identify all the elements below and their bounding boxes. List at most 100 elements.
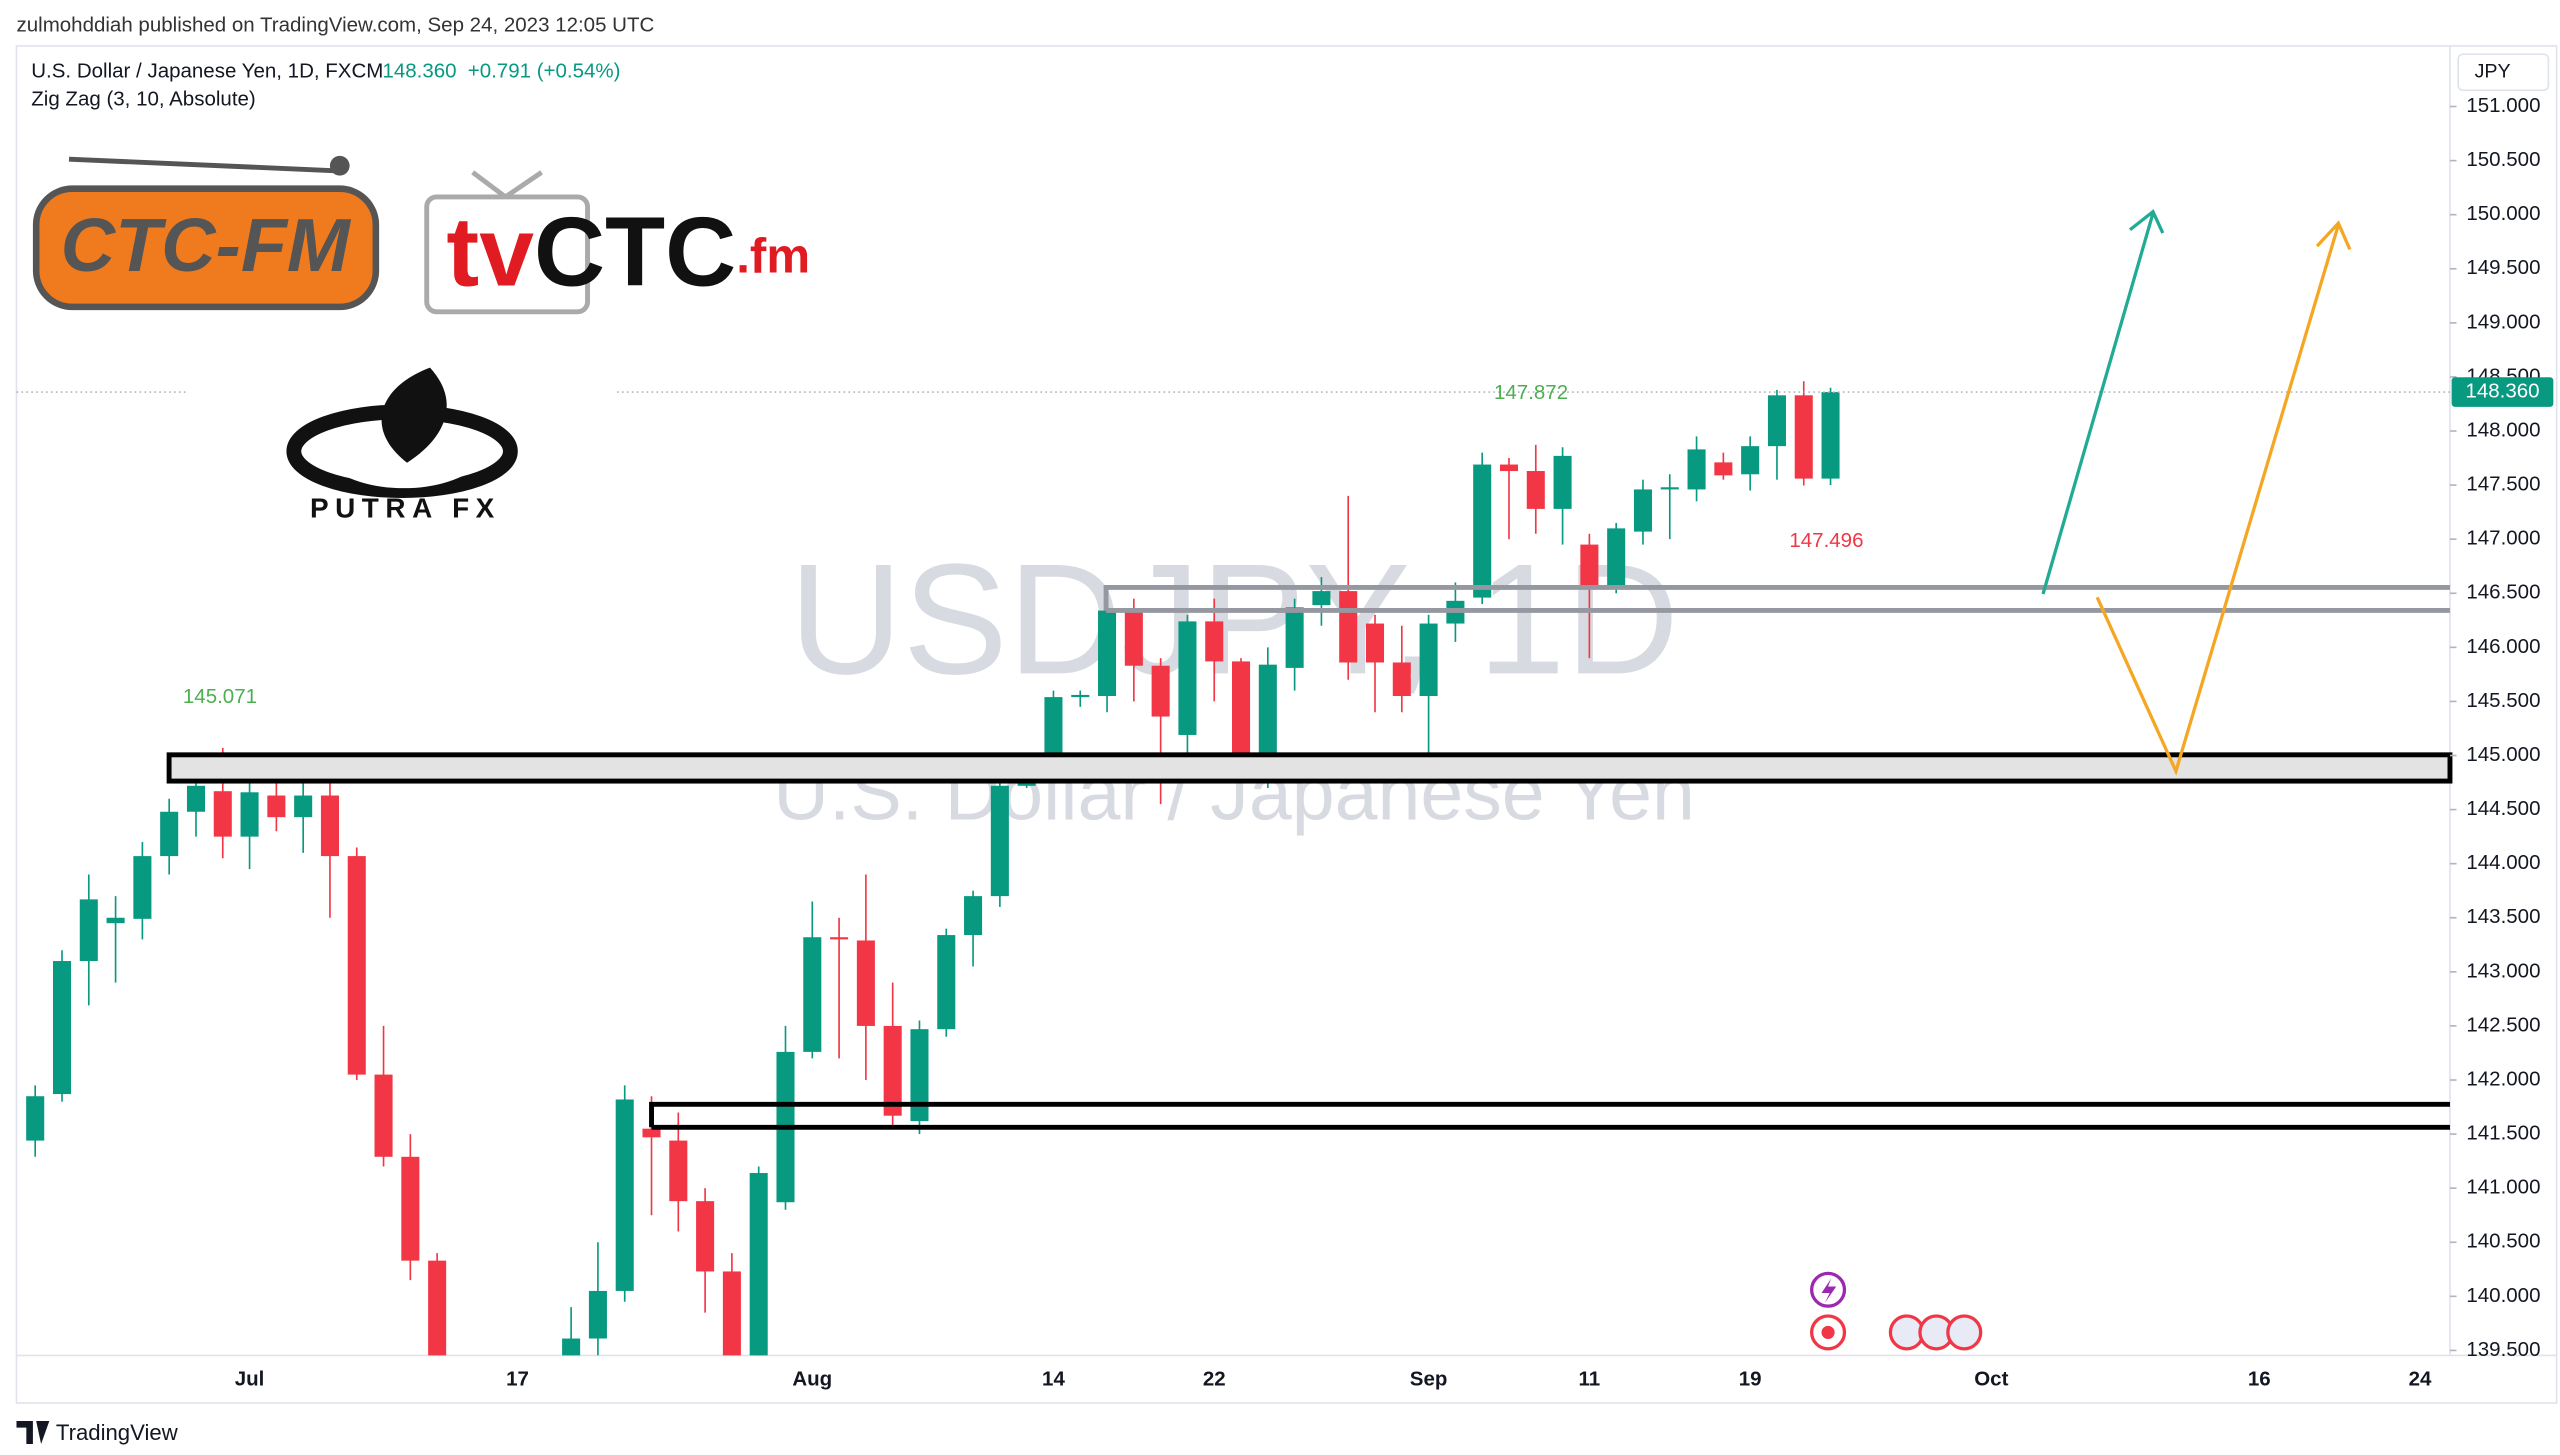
candle-body [294, 795, 313, 818]
brand-name[interactable]: TradingView [56, 1420, 179, 1445]
candle-body [1312, 591, 1331, 606]
currency-label: JPY [2475, 60, 2511, 82]
indicator-title: Zig Zag (3, 10, Absolute) [31, 88, 255, 111]
candle-body [910, 1029, 929, 1122]
x-tick-label: 16 [2248, 1367, 2271, 1390]
candle-body [1580, 544, 1599, 586]
candle-body [883, 1025, 902, 1116]
y-tick-label: 147.500 [2466, 473, 2540, 496]
candle-body [1473, 464, 1492, 598]
published-line: zulmohddiah published on TradingView.com… [16, 14, 654, 37]
candle-body [1794, 395, 1813, 479]
logo-text: PUTRA FX [310, 493, 501, 524]
y-tick-label: 142.000 [2466, 1067, 2540, 1090]
y-tick-label: 140.500 [2466, 1230, 2540, 1253]
logo-part: tv [446, 196, 534, 306]
candle-body [1178, 621, 1197, 735]
y-tick-label: 140.000 [2466, 1284, 2540, 1307]
logo-text: CTC-FM [61, 203, 352, 287]
candle-body [267, 795, 286, 818]
candle-body [79, 899, 98, 962]
y-tick-label: 141.500 [2466, 1122, 2540, 1145]
candle-body [722, 1271, 741, 1356]
x-tick-label: 22 [1203, 1367, 1226, 1390]
candle-body [1526, 471, 1545, 509]
logo-putra-fx: PUTRA FX [188, 344, 616, 558]
scenario-arrow [2095, 220, 2352, 776]
pivot-label: 145.071 [183, 685, 257, 708]
y-tick-label: 148.000 [2466, 418, 2540, 441]
x-tick-label: 17 [506, 1367, 529, 1390]
pivot-label: 147.496 [1789, 529, 1863, 552]
candle-body [856, 940, 875, 1026]
pivot-label: 147.872 [1494, 381, 1568, 404]
y-tick-label: 143.500 [2466, 905, 2540, 928]
candle-body [1633, 489, 1652, 532]
logo-tvctc: tvCTC.fm [424, 170, 810, 315]
y-tick-label: 150.000 [2466, 202, 2540, 225]
candle-body [347, 856, 366, 1075]
candle-body [1071, 694, 1090, 698]
y-tick-label: 145.500 [2466, 689, 2540, 712]
resistance-zone [1103, 584, 2450, 613]
y-tick-label: 146.000 [2466, 635, 2540, 658]
candle-body [320, 795, 339, 857]
candle-body [937, 935, 956, 1030]
x-tick-label: Aug [792, 1367, 832, 1390]
logo-text: tvCTC.fm [446, 196, 810, 306]
candle-body [1365, 623, 1385, 663]
candle-body [1767, 395, 1786, 447]
y-tick-label: 144.500 [2466, 797, 2540, 820]
y-tick-label: 139.500 [2466, 1338, 2540, 1361]
candle-body [1714, 462, 1733, 476]
candle-body [803, 937, 822, 1052]
logo-part: CTC [534, 196, 736, 306]
x-tick-label: 24 [2409, 1367, 2432, 1390]
candle-body [615, 1099, 634, 1291]
candle-body [186, 785, 206, 812]
candle-body [1499, 464, 1519, 472]
candle-body [749, 1173, 768, 1356]
candle-body [52, 961, 72, 1095]
candle-body [213, 791, 232, 837]
x-tick-label: 19 [1739, 1367, 1762, 1390]
candle-body [1419, 623, 1438, 697]
price-change: +0.791 (+0.54%) [468, 60, 621, 83]
candle-body [1258, 664, 1277, 775]
candle-body [374, 1074, 393, 1157]
candle-body [240, 792, 259, 837]
candle-body [562, 1338, 581, 1356]
candle-body [642, 1128, 661, 1138]
drawings [166, 209, 2453, 1130]
brand-icon [16, 1421, 50, 1445]
y-tick-label: 149.500 [2466, 256, 2540, 279]
candle-body [1687, 449, 1706, 490]
candle-body [428, 1260, 447, 1356]
last-price: 148.360 [382, 60, 456, 83]
plot-area [16, 381, 2450, 1356]
candle-body [990, 785, 1009, 897]
candle-body [1232, 661, 1251, 775]
demand-zone [649, 1101, 2450, 1130]
candle-body [1607, 528, 1626, 586]
candle-body [1285, 607, 1304, 668]
y-tick-label: 150.500 [2466, 148, 2540, 171]
y-tick-label: 151.000 [2466, 94, 2540, 117]
candle-body [830, 937, 849, 940]
candle-body [588, 1290, 607, 1339]
logo-part: .fm [736, 228, 810, 283]
candle-body [1339, 591, 1358, 663]
currency-box[interactable] [2457, 53, 2550, 92]
y-tick-label: 144.000 [2466, 851, 2540, 874]
support-zone [166, 752, 2453, 784]
candle-body [964, 896, 983, 936]
candle-body [1151, 665, 1170, 717]
candle-body [160, 811, 179, 857]
event-icons[interactable] [1810, 1271, 1983, 1351]
candle-body [1660, 487, 1679, 490]
candle-body [1821, 392, 1840, 479]
candle-body [1553, 455, 1572, 509]
bullish-arrow [2041, 209, 2165, 595]
last-price-tag-label: 148.360 [2465, 379, 2539, 402]
